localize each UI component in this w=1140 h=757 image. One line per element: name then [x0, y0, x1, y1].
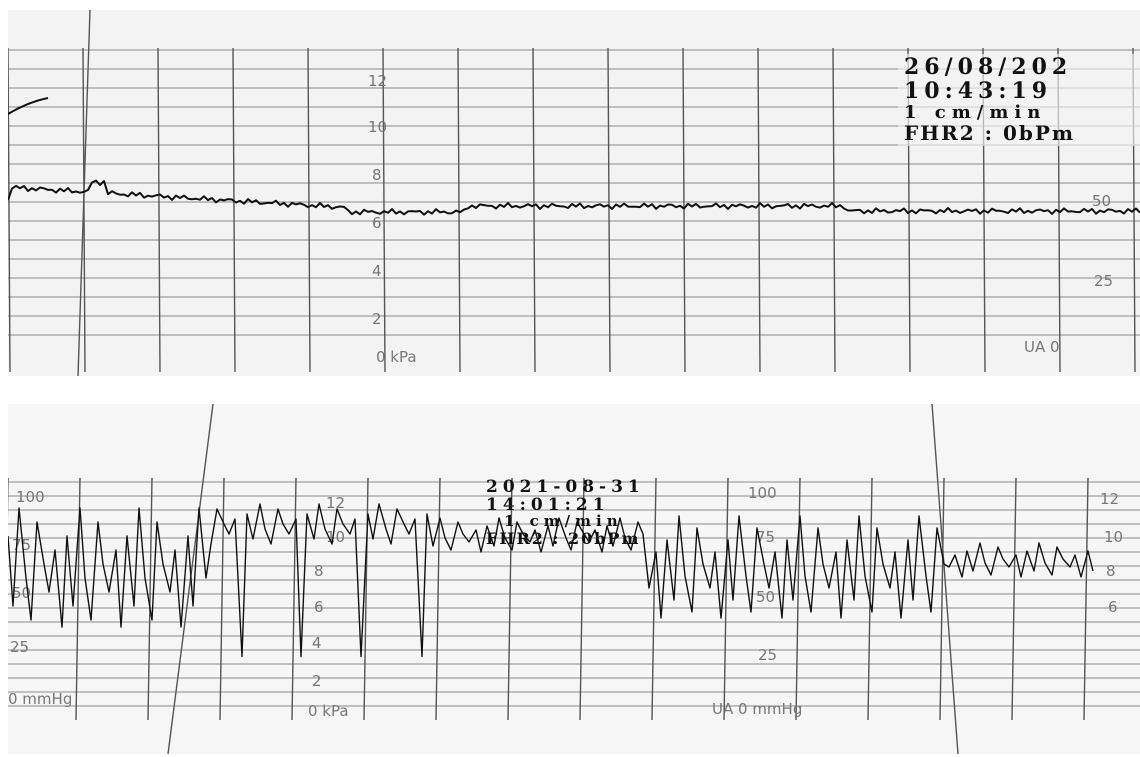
grid-vertical-line [832, 47, 836, 373]
bottom-mid-tick-50: 50 [756, 588, 775, 606]
top-kpa-tick-10: 10 [368, 118, 387, 136]
bottom-left-tick-50: 50 [12, 584, 31, 602]
paper-fold-line [931, 404, 959, 754]
grid-vertical-line [232, 47, 236, 373]
bottom-left-tick-0: 0 mmHg [8, 690, 72, 708]
bottom-kpa-tick-12: 12 [326, 494, 345, 512]
bottom-mid-tick-75: 75 [756, 528, 775, 546]
grid-vertical-line [147, 477, 153, 721]
bottom-kpa-tick-2: 2 [312, 672, 322, 690]
bottom-left-tick-100: 100 [16, 488, 45, 506]
top-right-tick-ua0: UA 0 [1024, 338, 1060, 356]
bottom-kpa-tick-0: 0 kPa [308, 702, 349, 720]
bottom-right-tick-10: 10 [1104, 528, 1123, 546]
grid-vertical-line [382, 47, 386, 373]
grid-vertical-line [291, 477, 297, 721]
top-kpa-tick-6: 6 [372, 214, 382, 232]
top-time: 10:43:19 [904, 78, 1052, 104]
top-kpa-tick-12: 12 [368, 72, 387, 90]
grid-vertical-line [8, 47, 11, 373]
top-fhr-label: FHR2 : 0bPm [904, 121, 1075, 145]
bottom-mid-tick-25: 25 [758, 646, 777, 664]
paper-fold-line [77, 10, 91, 376]
bottom-kpa-tick-6: 6 [314, 598, 324, 616]
top-grid [8, 10, 1140, 376]
grid-vertical-line [1011, 477, 1017, 721]
top-kpa-tick-4: 4 [372, 262, 382, 280]
bottom-mid-tick-ua0: UA 0 mmHg [712, 700, 802, 718]
bottom-pressure-trace [8, 503, 1094, 658]
bottom-right-tick-12: 12 [1100, 490, 1119, 508]
bottom-kpa-tick-4: 4 [312, 634, 322, 652]
grid-vertical-line [579, 477, 585, 721]
grid-vertical-line [607, 47, 611, 373]
top-kpa-tick-8: 8 [372, 166, 382, 184]
bottom-trace-strip: 100 75 50 25 0 mmHg 12 10 8 6 4 2 0 kPa … [8, 404, 1140, 754]
bottom-fhr-label: FHR2 : 20bPm [486, 529, 640, 548]
bottom-speed: 1 cm/min [504, 512, 623, 530]
bottom-kpa-tick-8: 8 [314, 562, 324, 580]
bottom-left-tick-25: 25 [10, 638, 29, 656]
grid-vertical-line [157, 47, 161, 373]
top-trace-chart: 12 10 8 6 4 2 0 kPa 50 25 UA 0 26/08/202… [8, 10, 1140, 376]
top-kpa-tick-2: 2 [372, 310, 382, 328]
bottom-trace-chart: 100 75 50 25 0 mmHg 12 10 8 6 4 2 0 kPa … [8, 404, 1140, 754]
grid-vertical-line [651, 477, 657, 721]
grid-vertical-line [435, 477, 441, 721]
pen-mark [8, 97, 49, 115]
top-date: 26/08/202 [904, 54, 1072, 80]
bottom-right-tick-8: 8 [1106, 562, 1116, 580]
grid-vertical-line [682, 47, 686, 373]
top-pressure-trace [8, 179, 1140, 216]
grid-vertical-line [219, 477, 225, 721]
bottom-right-tick-6: 6 [1108, 598, 1118, 616]
grid-vertical-line [795, 477, 801, 721]
top-right-tick-25: 25 [1094, 272, 1113, 290]
grid-vertical-line [457, 47, 461, 373]
grid-vertical-line [723, 477, 729, 721]
grid-vertical-line [939, 477, 945, 721]
top-speed: 1 cm/min [904, 102, 1046, 123]
bottom-mid-tick-100: 100 [748, 484, 777, 502]
top-right-tick-50: 50 [1092, 192, 1111, 210]
grid-vertical-line [507, 477, 513, 721]
grid-vertical-line [307, 47, 311, 373]
grid-vertical-line [1083, 477, 1089, 721]
bottom-time: 14:01:21 [486, 495, 610, 515]
top-trace-strip: 12 10 8 6 4 2 0 kPa 50 25 UA 0 26/08/202… [8, 10, 1140, 376]
top-kpa-tick-0: 0 kPa [376, 348, 417, 366]
grid-vertical-line [757, 47, 761, 373]
bottom-date: 2021-08-31 [486, 477, 645, 497]
grid-vertical-line [532, 47, 536, 373]
